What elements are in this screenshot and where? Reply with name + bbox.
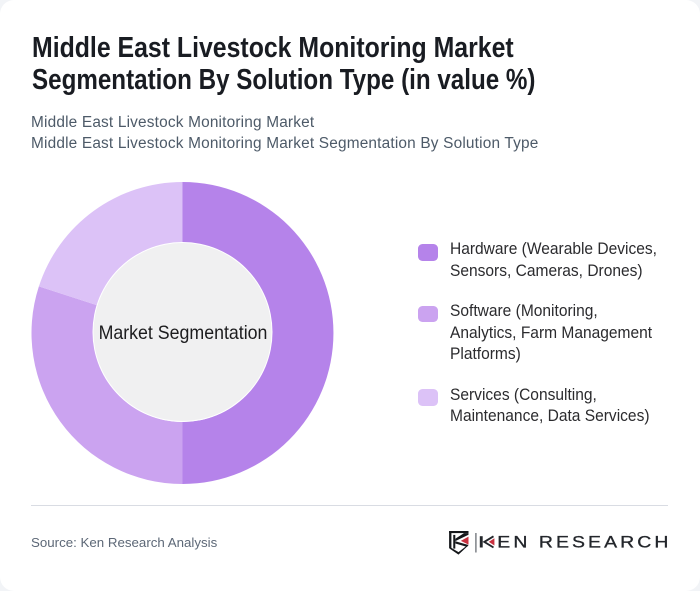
- svg-text:EN RESEARCH: EN RESEARCH: [497, 533, 668, 551]
